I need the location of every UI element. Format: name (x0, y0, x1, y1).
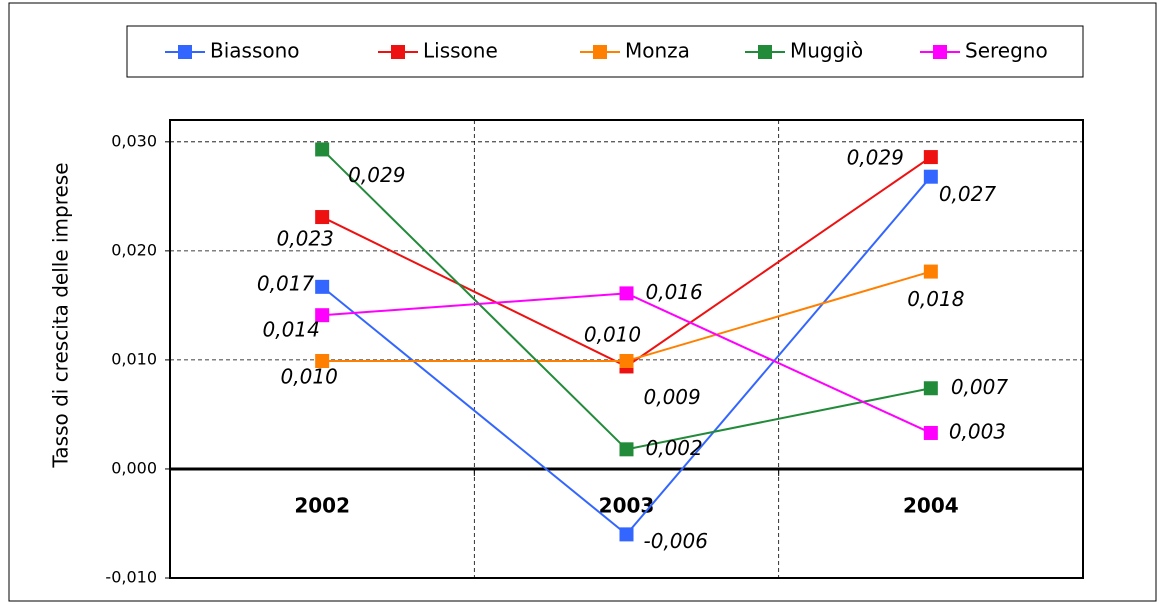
marker (923, 381, 938, 396)
marker (619, 442, 634, 457)
y-axis-title: Tasso di crescita delle imprese (49, 162, 73, 468)
data-label: 0,018 (907, 287, 964, 311)
marker (315, 353, 330, 368)
y-tick-label: -0,010 (105, 568, 157, 587)
data-label: 0,023 (277, 227, 334, 251)
marker (619, 353, 634, 368)
x-tick-label: 2004 (903, 494, 959, 518)
legend-label: Monza (625, 39, 690, 63)
data-label: 0,016 (646, 280, 703, 304)
marker (923, 264, 938, 279)
marker (923, 425, 938, 440)
plot-area (169, 119, 1084, 579)
marker (315, 142, 330, 157)
y-tick-label: 0,000 (111, 458, 157, 477)
data-label: 0,010 (281, 364, 338, 388)
data-label: 0,017 (257, 271, 315, 295)
data-label: 0,007 (951, 375, 1009, 399)
legend-label: Lissone (423, 39, 498, 63)
x-tick-label: 2002 (294, 494, 350, 518)
legend-marker (933, 45, 947, 59)
marker (619, 527, 634, 542)
legend-label: Biassono (210, 39, 300, 63)
marker (315, 279, 330, 294)
data-label: -0,006 (644, 529, 708, 553)
data-label: 0,002 (646, 436, 703, 460)
data-label: 0,029 (348, 163, 405, 187)
x-tick-label: 2003 (599, 494, 655, 518)
legend-marker (593, 45, 607, 59)
legend-label: Muggiò (790, 39, 863, 63)
marker (923, 169, 938, 184)
legend-marker (178, 45, 192, 59)
marker (315, 308, 330, 323)
frame (8, 2, 1157, 602)
data-label: 0,027 (939, 182, 997, 206)
y-tick-label: 0,010 (111, 349, 157, 368)
data-label: 0,003 (949, 419, 1006, 443)
data-label: 0,009 (644, 385, 701, 409)
legend-marker (391, 45, 405, 59)
marker (619, 286, 634, 301)
legend-label: Seregno (965, 39, 1048, 63)
data-label: 0,010 (584, 322, 641, 346)
y-tick-label: 0,020 (111, 240, 157, 259)
marker (923, 150, 938, 165)
legend-marker (758, 45, 772, 59)
marker (315, 210, 330, 225)
data-label: 0,029 (847, 146, 904, 170)
data-label: 0,014 (263, 318, 320, 342)
y-tick-label: 0,030 (111, 131, 157, 150)
